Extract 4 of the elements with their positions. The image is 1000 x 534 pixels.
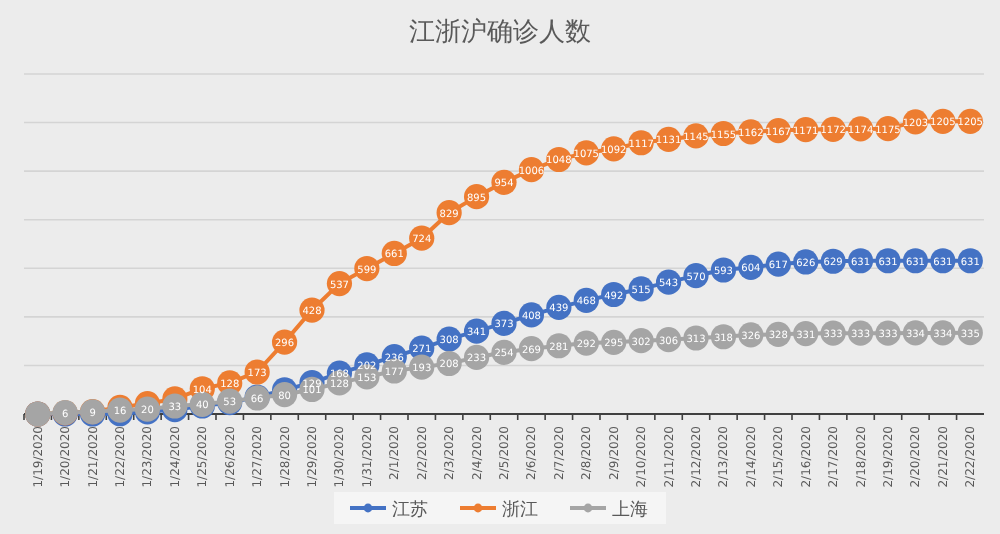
legend-label: 江苏 [392, 499, 428, 521]
legend-label: 上海 [612, 499, 648, 521]
chart-title: 江浙沪确诊人数 [409, 16, 591, 48]
legend-label: 浙江 [502, 499, 538, 521]
